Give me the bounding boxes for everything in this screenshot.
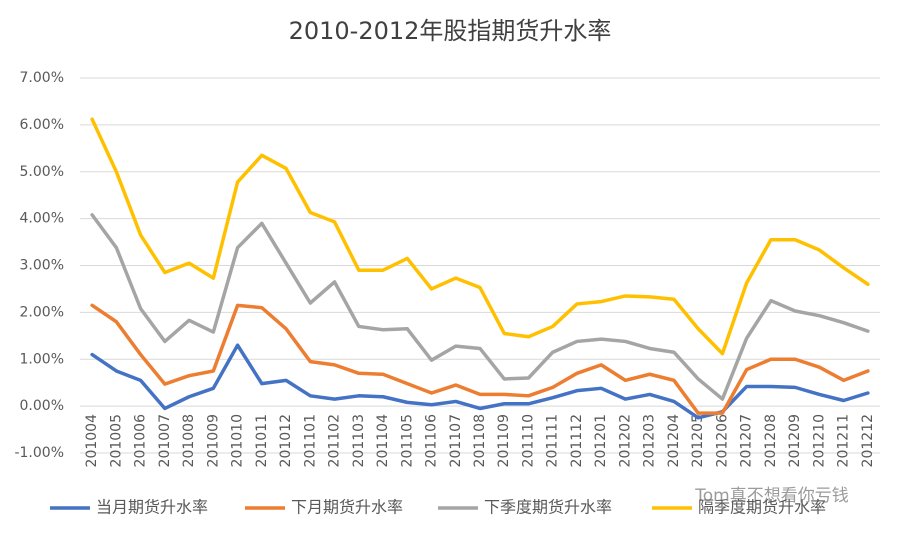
- y-tick-label: 6.00%: [20, 117, 64, 133]
- x-tick-label: 201211: [836, 414, 852, 467]
- x-tick-label: 201209: [787, 414, 803, 467]
- x-tick-label: 201210: [811, 414, 827, 467]
- x-tick-label: 201004: [84, 414, 100, 468]
- x-tick-label: 201202: [617, 414, 633, 467]
- y-tick-label: 3.00%: [20, 258, 64, 274]
- x-tick-label: 201106: [424, 414, 440, 468]
- x-tick-label: 201109: [496, 414, 512, 467]
- y-tick-label: 7.00%: [20, 70, 64, 86]
- y-tick-label: -1.00%: [14, 445, 64, 461]
- x-tick-label: 201208: [763, 414, 779, 467]
- legend-label: 下季度期货升水率: [484, 498, 612, 517]
- x-tick-label: 201107: [448, 414, 464, 467]
- x-tick-label: 201204: [666, 414, 682, 468]
- x-tick-label: 201005: [108, 414, 124, 467]
- x-tick-label: 201201: [593, 414, 609, 467]
- x-tick-label: 201203: [642, 414, 658, 467]
- legend-label: 当月期货升水率: [96, 498, 208, 517]
- x-tick-label: 201212: [860, 414, 876, 467]
- x-tick-label: 201007: [157, 414, 173, 467]
- x-tick-label: 201206: [714, 414, 730, 468]
- series-line: [90, 117, 870, 356]
- x-tick-label: 201010: [230, 414, 246, 467]
- x-tick-label: 201111: [545, 414, 561, 467]
- y-tick-label: 2.00%: [20, 304, 64, 320]
- x-tick-label: 201110: [520, 414, 536, 467]
- x-tick-label: 201108: [472, 414, 488, 467]
- x-tick-label: 201105: [399, 414, 415, 467]
- x-tick-label: 201008: [181, 414, 197, 467]
- x-tick-label: 201104: [375, 414, 391, 468]
- x-tick-label: 201012: [278, 414, 294, 467]
- x-tick-label: 201011: [254, 414, 270, 467]
- x-tick-label: 201205: [690, 414, 706, 467]
- x-tick-label: 201102: [327, 414, 343, 467]
- x-tick-label: 201101: [302, 414, 318, 467]
- y-tick-label: 4.00%: [20, 211, 64, 227]
- y-tick-label: 5.00%: [20, 164, 64, 180]
- series-line: [90, 213, 870, 401]
- chart-title: 2010-2012年股指期货升水率: [289, 17, 612, 45]
- x-tick-label: 201103: [351, 414, 367, 467]
- y-tick-label: 1.00%: [20, 351, 64, 367]
- y-tick-label: 0.00%: [20, 398, 64, 414]
- series-line: [90, 343, 870, 420]
- x-tick-label: 201006: [133, 414, 149, 468]
- x-tick-label: 201207: [739, 414, 755, 467]
- x-tick-label: 201112: [569, 414, 585, 467]
- watermark: Tom真不想看你亏钱: [694, 486, 848, 506]
- legend-label: 下月期货升水率: [291, 498, 403, 517]
- series-line: [90, 303, 870, 415]
- x-tick-label: 201009: [205, 414, 221, 467]
- legend-label: 隔季度期货升水率: [698, 498, 826, 517]
